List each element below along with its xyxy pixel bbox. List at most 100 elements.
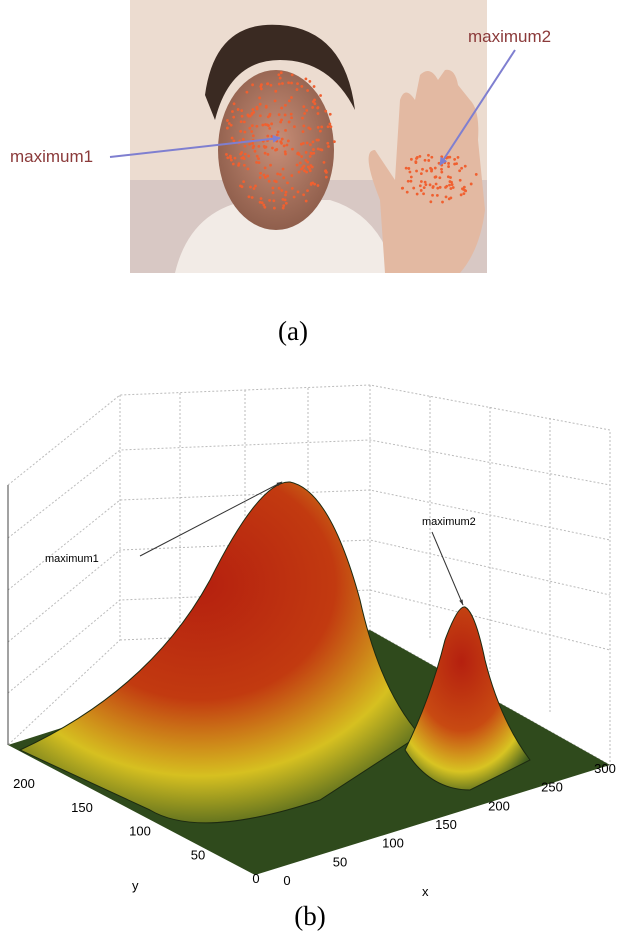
feature-point — [241, 115, 244, 118]
tick-label: 50 — [191, 847, 205, 862]
feature-point — [317, 112, 320, 115]
feature-point — [320, 126, 323, 129]
feature-point — [293, 125, 296, 128]
feature-point — [248, 127, 251, 130]
feature-point — [327, 125, 330, 128]
feature-point — [420, 180, 423, 183]
feature-point — [317, 126, 320, 129]
feature-point — [447, 162, 450, 165]
feature-point — [228, 122, 231, 125]
feature-point — [285, 191, 288, 194]
feature-point — [462, 192, 465, 195]
feature-point — [319, 148, 322, 151]
feature-point — [319, 130, 322, 133]
feature-point — [448, 184, 451, 187]
feature-point — [302, 130, 305, 133]
feature-point — [265, 105, 268, 108]
feature-point — [268, 127, 271, 130]
tick-label: 150 — [435, 817, 457, 832]
feature-point — [287, 140, 290, 143]
feature-point — [434, 176, 437, 179]
feature-point — [251, 83, 254, 86]
feature-point — [272, 187, 275, 190]
feature-point — [293, 196, 296, 199]
feature-point — [284, 104, 287, 107]
feature-point — [302, 105, 305, 108]
feature-point — [303, 112, 306, 115]
feature-point — [244, 145, 247, 148]
feature-point — [242, 138, 245, 141]
feature-point — [311, 106, 314, 109]
feature-point — [475, 173, 478, 176]
feature-point — [264, 152, 267, 155]
feature-point — [240, 157, 243, 160]
feature-point — [243, 157, 246, 160]
feature-point — [280, 189, 283, 192]
feature-point — [296, 82, 299, 85]
feature-point — [264, 123, 267, 126]
feature-point — [333, 140, 336, 143]
feature-point — [234, 157, 237, 160]
feature-point — [275, 140, 278, 143]
feature-point — [255, 106, 258, 109]
feature-point — [241, 185, 244, 188]
feature-point — [311, 166, 314, 169]
feature-point — [312, 148, 315, 151]
feature-point — [449, 197, 452, 200]
feature-point — [281, 82, 284, 85]
feature-point — [255, 125, 258, 128]
feature-point — [270, 84, 273, 87]
feature-point — [247, 167, 250, 170]
feature-point — [271, 147, 274, 150]
feature-point — [445, 195, 448, 198]
feature-point — [273, 180, 276, 183]
feature-point — [232, 139, 235, 142]
feature-point — [251, 196, 254, 199]
feature-point — [296, 88, 299, 91]
feature-point — [303, 169, 306, 172]
feature-point — [282, 198, 285, 201]
feature-point — [317, 106, 320, 109]
feature-point — [451, 183, 454, 186]
feature-point — [436, 194, 439, 197]
feature-point — [286, 181, 289, 184]
feature-point — [232, 163, 235, 166]
feature-point — [290, 174, 293, 177]
caption: (b) — [294, 901, 325, 931]
feature-point — [412, 187, 415, 190]
feature-point — [300, 85, 303, 88]
feature-point — [410, 180, 413, 183]
axis-label: x — [422, 884, 429, 899]
feature-point — [440, 168, 443, 171]
feature-point — [444, 186, 447, 189]
feature-point — [259, 176, 262, 179]
feature-point — [240, 109, 243, 112]
feature-point — [306, 161, 309, 164]
feature-point — [260, 88, 263, 91]
feature-point — [447, 175, 450, 178]
feature-point — [290, 96, 293, 99]
feature-point — [284, 194, 287, 197]
annotation: maximum2 — [422, 516, 476, 528]
feature-point — [264, 176, 267, 179]
feature-point — [256, 155, 259, 158]
feature-point — [282, 204, 285, 207]
feature-point — [246, 91, 249, 94]
feature-point — [226, 127, 229, 130]
feature-point — [277, 73, 280, 76]
annotation: maximum1 — [10, 147, 93, 166]
feature-point — [291, 148, 294, 151]
feature-point — [306, 89, 309, 92]
feature-point — [250, 130, 253, 133]
feature-point — [424, 159, 427, 162]
feature-point — [243, 121, 246, 124]
feature-point — [251, 124, 254, 127]
feature-point — [304, 77, 307, 80]
feature-point — [324, 169, 327, 172]
feature-point — [464, 165, 467, 168]
feature-point — [424, 183, 427, 186]
feature-point — [225, 153, 228, 156]
feature-point — [231, 137, 234, 140]
feature-point — [268, 180, 271, 183]
feature-point — [324, 110, 327, 113]
